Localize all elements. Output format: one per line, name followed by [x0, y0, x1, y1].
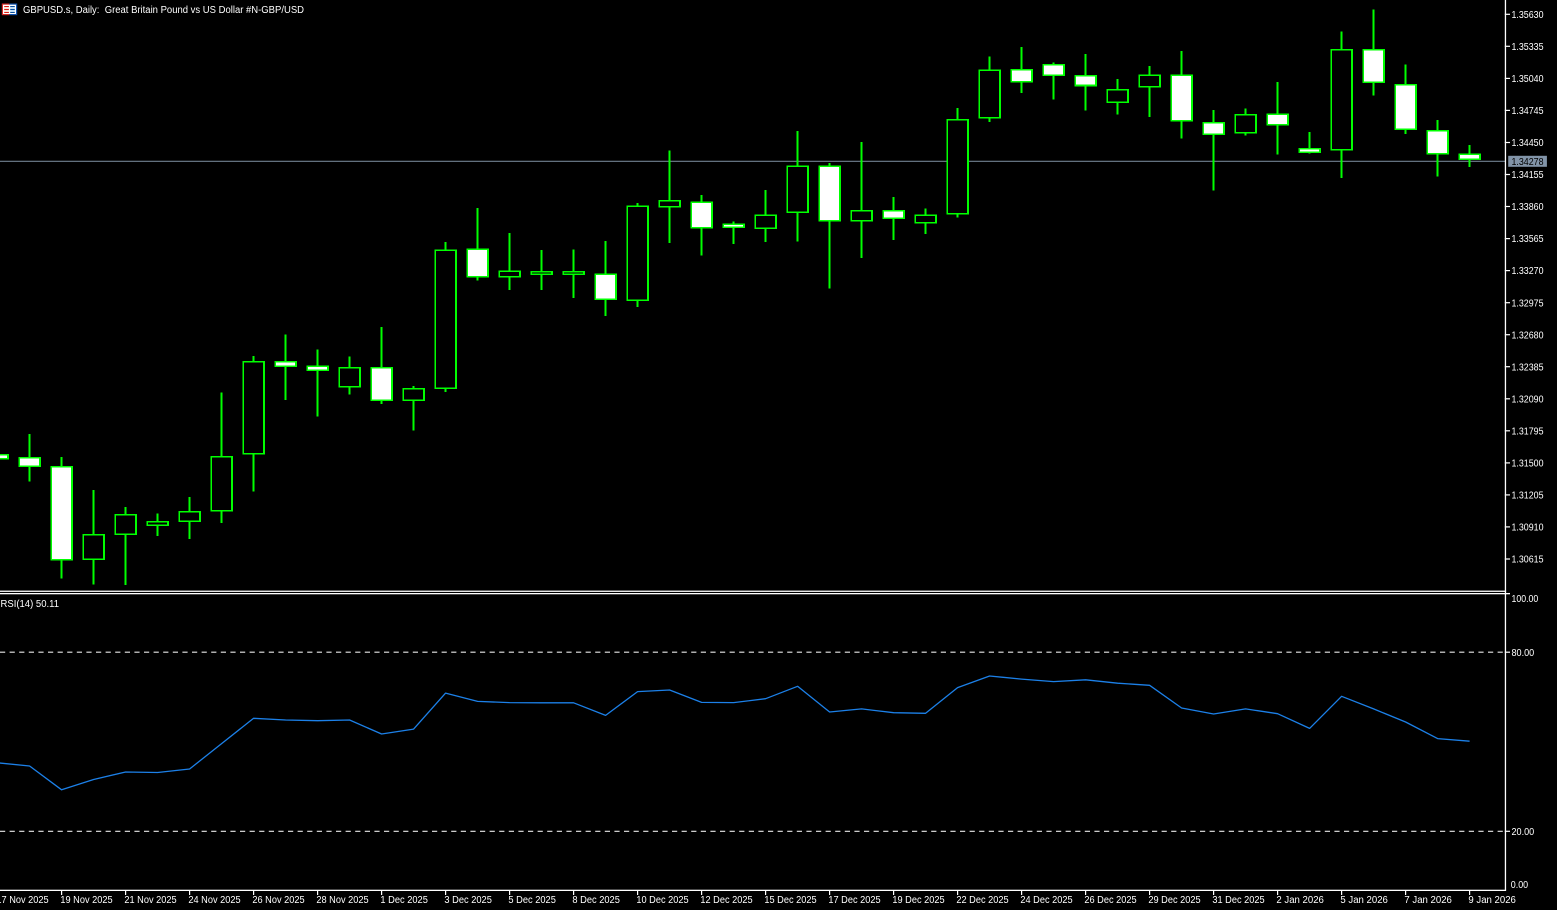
svg-text:80.00: 80.00 [1512, 648, 1535, 659]
svg-text:1.31795: 1.31795 [1512, 426, 1544, 437]
svg-text:19 Dec 2025: 19 Dec 2025 [892, 895, 945, 906]
svg-text:GBPUSD.s, Daily: Great Britai: GBPUSD.s, Daily: Great Britain Pound vs … [23, 5, 304, 16]
svg-text:1.34745: 1.34745 [1512, 106, 1544, 117]
svg-text:9 Jan 2026: 9 Jan 2026 [1468, 895, 1516, 906]
svg-text:5 Dec 2025: 5 Dec 2025 [508, 895, 556, 906]
svg-text:1.32385: 1.32385 [1512, 362, 1544, 373]
svg-text:1.32680: 1.32680 [1512, 330, 1544, 341]
svg-text:8 Dec 2025: 8 Dec 2025 [572, 895, 620, 906]
svg-text:15 Dec 2025: 15 Dec 2025 [764, 895, 817, 906]
svg-text:1.30615: 1.30615 [1512, 555, 1544, 566]
svg-text:10 Dec 2025: 10 Dec 2025 [636, 895, 689, 906]
svg-text:26 Dec 2025: 26 Dec 2025 [1084, 895, 1137, 906]
svg-text:2 Jan 2026: 2 Jan 2026 [1276, 895, 1324, 906]
svg-text:1.34278: 1.34278 [1512, 157, 1544, 168]
svg-text:19 Nov 2025: 19 Nov 2025 [60, 895, 113, 906]
svg-text:3 Dec 2025: 3 Dec 2025 [444, 895, 492, 906]
svg-text:17 Nov 2025: 17 Nov 2025 [0, 895, 49, 906]
svg-text:1.31500: 1.31500 [1512, 459, 1544, 470]
svg-text:1.35040: 1.35040 [1512, 74, 1544, 85]
svg-text:5 Jan 2026: 5 Jan 2026 [1340, 895, 1388, 906]
svg-text:1.32975: 1.32975 [1512, 298, 1544, 309]
svg-text:1.35630: 1.35630 [1512, 10, 1544, 21]
svg-text:31 Dec 2025: 31 Dec 2025 [1212, 895, 1265, 906]
svg-text:22 Dec 2025: 22 Dec 2025 [956, 895, 1009, 906]
svg-text:0.00: 0.00 [1511, 880, 1529, 891]
svg-text:1.33270: 1.33270 [1512, 266, 1544, 277]
svg-text:1.33565: 1.33565 [1512, 234, 1544, 245]
svg-text:17 Dec 2025: 17 Dec 2025 [828, 895, 881, 906]
svg-text:28 Nov 2025: 28 Nov 2025 [316, 895, 369, 906]
svg-text:1.31205: 1.31205 [1512, 491, 1544, 502]
svg-text:21 Nov 2025: 21 Nov 2025 [124, 895, 177, 906]
svg-text:1.32090: 1.32090 [1512, 394, 1544, 405]
svg-text:1 Dec 2025: 1 Dec 2025 [380, 895, 428, 906]
svg-text:1.33860: 1.33860 [1512, 202, 1544, 213]
svg-text:7 Jan 2026: 7 Jan 2026 [1404, 895, 1452, 906]
svg-text:24 Nov 2025: 24 Nov 2025 [188, 895, 241, 906]
svg-text:RSI(14) 50.11: RSI(14) 50.11 [1, 599, 60, 610]
svg-text:24 Dec 2025: 24 Dec 2025 [1020, 895, 1073, 906]
svg-text:100.00: 100.00 [1512, 594, 1539, 605]
svg-text:1.34450: 1.34450 [1512, 138, 1544, 149]
svg-text:1.30910: 1.30910 [1512, 523, 1544, 534]
svg-text:12 Dec 2025: 12 Dec 2025 [700, 895, 753, 906]
svg-text:26 Nov 2025: 26 Nov 2025 [252, 895, 305, 906]
svg-text:1.34155: 1.34155 [1512, 170, 1544, 181]
svg-text:29 Dec 2025: 29 Dec 2025 [1148, 895, 1201, 906]
svg-text:1.35335: 1.35335 [1512, 42, 1544, 53]
svg-text:20.00: 20.00 [1512, 827, 1535, 838]
